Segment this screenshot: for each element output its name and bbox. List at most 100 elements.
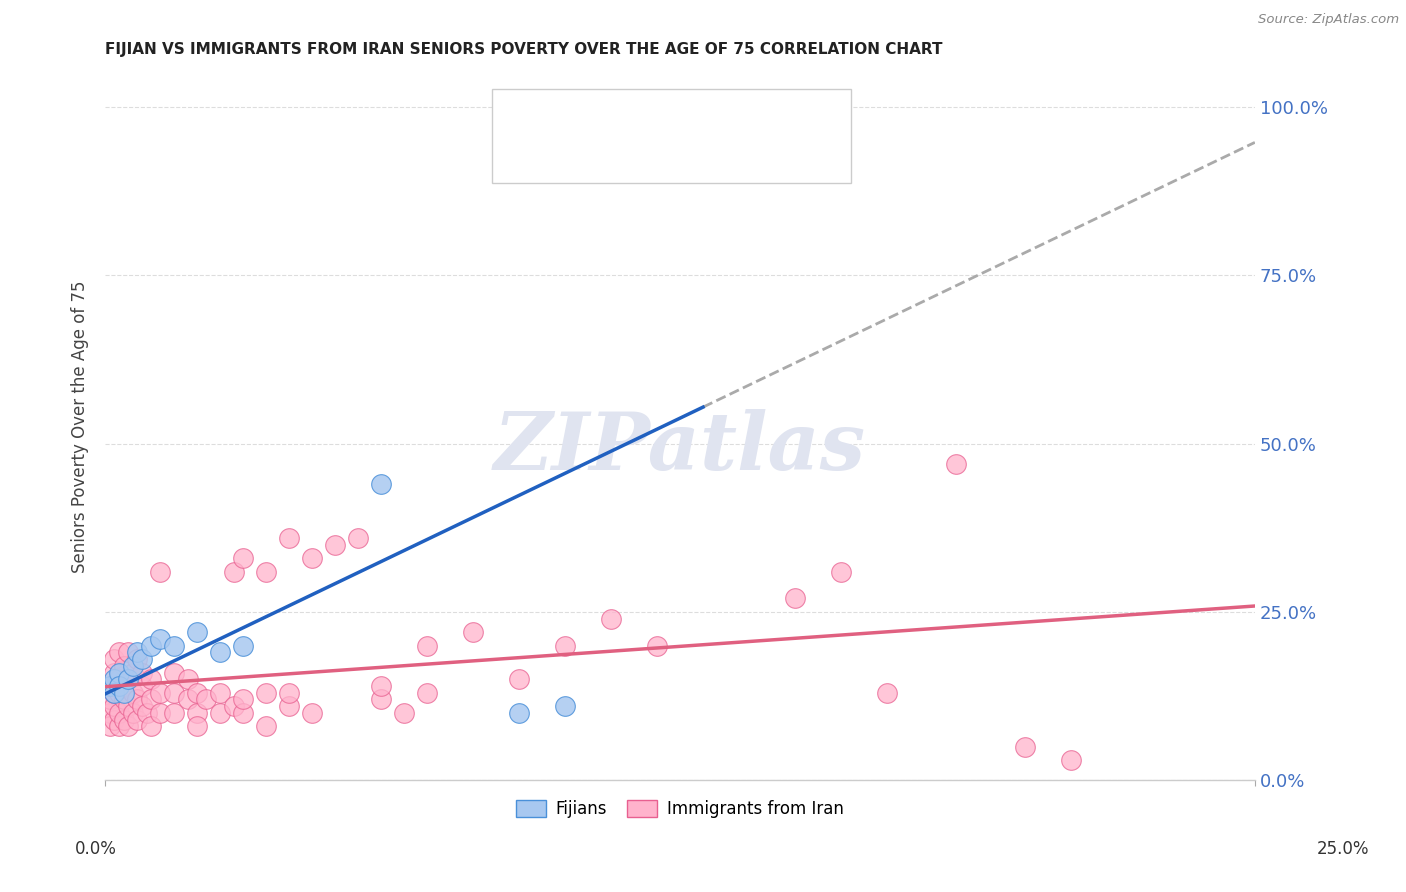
Text: 0.0%: 0.0%	[75, 840, 117, 858]
Point	[98, 679, 121, 693]
Point	[186, 719, 208, 733]
Point	[392, 706, 415, 720]
Point	[98, 692, 121, 706]
Text: FIJIAN VS IMMIGRANTS FROM IRAN SENIORS POVERTY OVER THE AGE OF 75 CORRELATION CH: FIJIAN VS IMMIGRANTS FROM IRAN SENIORS P…	[105, 42, 942, 57]
Point	[98, 679, 121, 693]
Point	[131, 679, 153, 693]
Point	[163, 665, 186, 680]
Point	[370, 477, 392, 491]
Point	[103, 686, 125, 700]
Point	[141, 692, 163, 706]
Point	[108, 706, 131, 720]
Point	[121, 686, 143, 700]
Point	[222, 699, 245, 714]
Point	[121, 658, 143, 673]
Text: Source: ZipAtlas.com: Source: ZipAtlas.com	[1258, 13, 1399, 27]
Bar	[519, 105, 562, 132]
Point	[301, 551, 323, 566]
Point	[323, 538, 346, 552]
Point	[600, 612, 623, 626]
Point	[186, 686, 208, 700]
Point	[209, 686, 232, 700]
Point	[186, 706, 208, 720]
Point	[112, 686, 135, 700]
Point	[108, 645, 131, 659]
Point	[177, 692, 200, 706]
Point	[135, 706, 157, 720]
Point	[177, 673, 200, 687]
Point	[945, 457, 967, 471]
Legend: Fijians, Immigrants from Iran: Fijians, Immigrants from Iran	[509, 794, 851, 825]
Text: 0.325: 0.325	[626, 144, 682, 161]
Point	[108, 686, 131, 700]
Point	[232, 706, 254, 720]
Point	[121, 706, 143, 720]
Point	[131, 652, 153, 666]
Point	[876, 686, 898, 700]
Point	[461, 625, 484, 640]
Point	[117, 673, 139, 687]
Point	[254, 686, 277, 700]
Point	[1060, 753, 1083, 767]
Point	[370, 692, 392, 706]
Text: 20: 20	[758, 110, 782, 128]
Point	[103, 713, 125, 727]
Point	[103, 699, 125, 714]
Point	[117, 719, 139, 733]
Point	[508, 706, 530, 720]
Point	[222, 565, 245, 579]
Point	[131, 699, 153, 714]
Point	[195, 692, 218, 706]
Point	[108, 665, 131, 680]
Point	[163, 706, 186, 720]
Point	[1014, 739, 1036, 754]
Point	[645, 639, 668, 653]
Point	[347, 531, 370, 545]
Point	[830, 100, 852, 114]
Point	[830, 565, 852, 579]
Point	[278, 699, 301, 714]
Point	[108, 673, 131, 687]
Point	[186, 625, 208, 640]
Point	[117, 673, 139, 687]
Point	[254, 719, 277, 733]
Point	[508, 673, 530, 687]
Point	[131, 665, 153, 680]
Text: 25.0%: 25.0%	[1316, 840, 1369, 858]
Point	[108, 679, 131, 693]
Point	[163, 686, 186, 700]
Text: R =: R =	[575, 110, 614, 128]
Point	[127, 652, 149, 666]
Point	[278, 686, 301, 700]
Point	[149, 632, 172, 646]
Point	[783, 591, 806, 606]
Bar	[519, 139, 562, 166]
Point	[554, 639, 576, 653]
Point	[209, 706, 232, 720]
Point	[127, 713, 149, 727]
Point	[103, 665, 125, 680]
Text: 81: 81	[758, 144, 789, 161]
Point	[141, 719, 163, 733]
Point	[103, 652, 125, 666]
Point	[98, 719, 121, 733]
Text: N =: N =	[704, 144, 744, 161]
Point	[112, 713, 135, 727]
Text: R =: R =	[575, 144, 614, 161]
Text: N =: N =	[704, 110, 744, 128]
Point	[149, 686, 172, 700]
Point	[141, 673, 163, 687]
Point	[254, 565, 277, 579]
Point	[278, 531, 301, 545]
Point	[127, 645, 149, 659]
Point	[554, 699, 576, 714]
Point	[141, 639, 163, 653]
Point	[416, 686, 439, 700]
Point	[112, 679, 135, 693]
Y-axis label: Seniors Poverty Over the Age of 75: Seniors Poverty Over the Age of 75	[72, 280, 89, 573]
Point	[112, 692, 135, 706]
Point	[117, 645, 139, 659]
Point	[149, 565, 172, 579]
Point	[149, 706, 172, 720]
Point	[301, 706, 323, 720]
